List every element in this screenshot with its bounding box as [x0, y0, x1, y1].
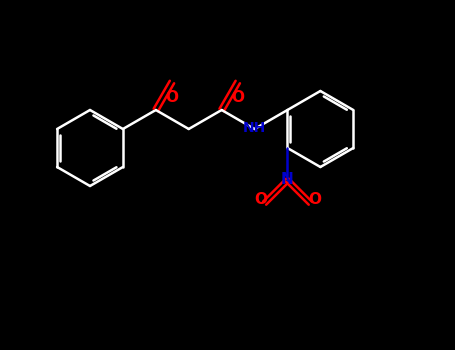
Text: O: O — [231, 90, 244, 105]
Text: O: O — [308, 192, 321, 206]
Text: NH: NH — [243, 121, 266, 135]
Text: O: O — [254, 192, 267, 206]
Text: O: O — [166, 90, 178, 105]
Text: N: N — [281, 172, 294, 187]
